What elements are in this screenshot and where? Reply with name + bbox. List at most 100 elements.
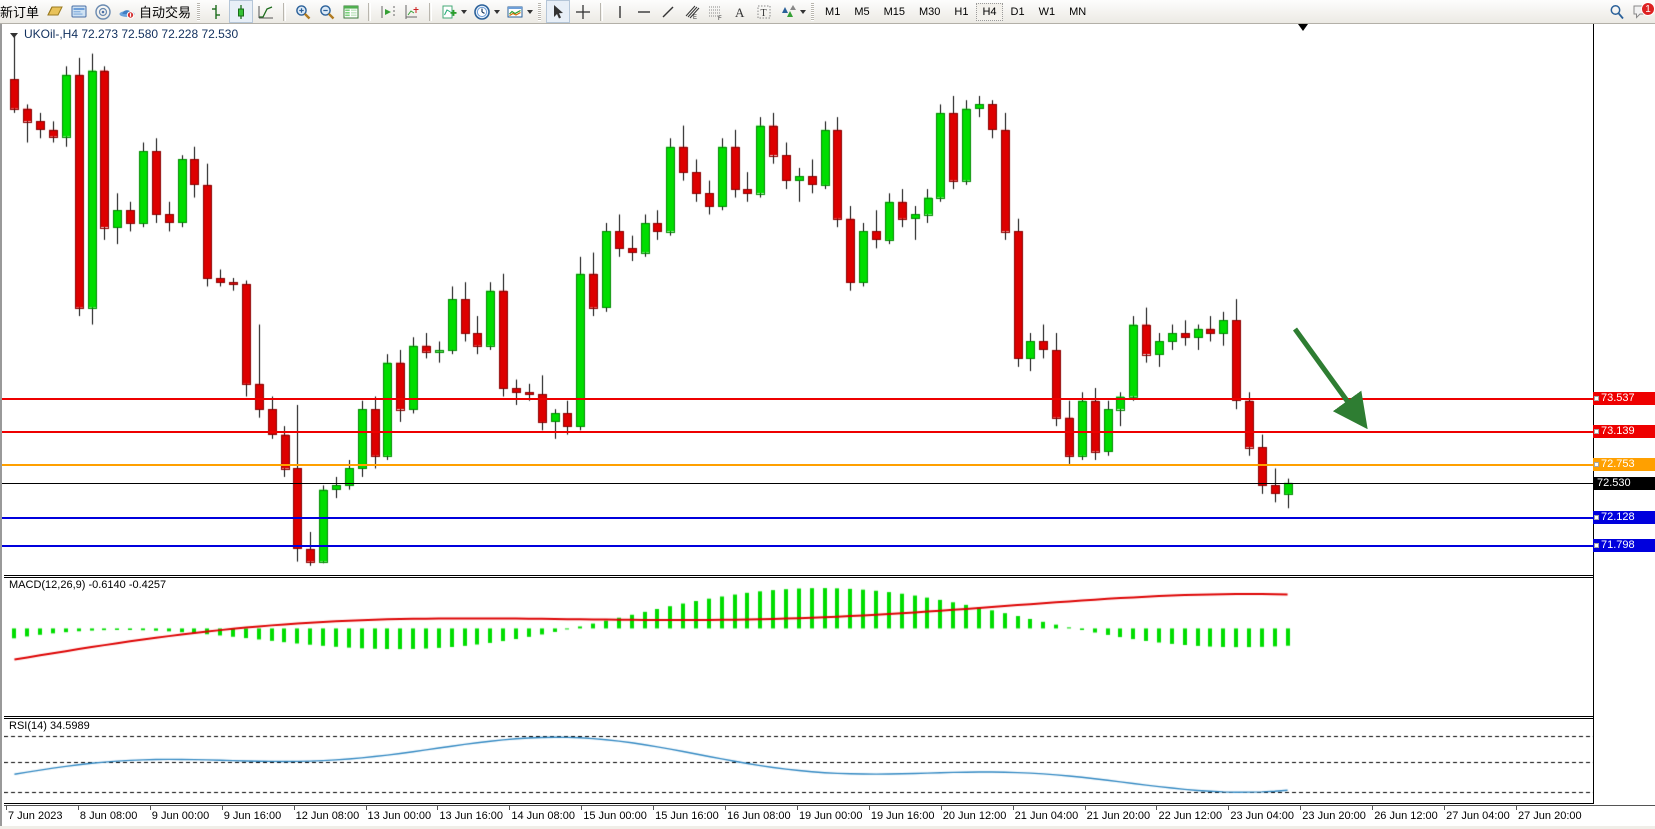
time-tick-mark — [77, 806, 79, 810]
crosshair-icon[interactable] — [572, 1, 594, 22]
notification-badge: 1 — [1641, 1, 1655, 16]
timeframe-h1[interactable]: H1 — [954, 5, 969, 18]
toolbar-grip[interactable] — [197, 2, 201, 21]
new-order-button[interactable]: 新订单 — [0, 5, 40, 20]
level-line-72-128[interactable] — [2, 516, 1595, 519]
level-tag-72-753[interactable]: 72.753 — [1593, 457, 1655, 471]
candlestick-chart-icon[interactable] — [229, 0, 254, 23]
level-line-72-530[interactable] — [2, 482, 1595, 484]
timeframe-m1[interactable]: M1 — [825, 5, 841, 18]
templates-icon[interactable] — [504, 1, 526, 22]
time-tick-mark — [1372, 806, 1374, 810]
chart-title: UKOil-,H4 72.273 72.580 72.228 72.530 — [24, 27, 239, 41]
period-dropdown-caret[interactable] — [494, 9, 501, 14]
time-tick-label: 21 Jun 20:00 — [1086, 810, 1151, 822]
line-chart-icon[interactable] — [255, 1, 277, 22]
zoom-out-icon[interactable] — [316, 1, 338, 22]
navigator-icon[interactable] — [92, 1, 114, 22]
chart-menu-caret-icon[interactable] — [10, 33, 18, 38]
trendline-icon[interactable] — [657, 1, 679, 22]
level-line-71-798[interactable] — [2, 544, 1595, 547]
timeframe-d1[interactable]: D1 — [1010, 5, 1025, 18]
down-arrow-annotation[interactable] — [1287, 319, 1377, 429]
price-axis[interactable]: 77.82077.44077.07076.69076.31075.94075.5… — [1593, 24, 1655, 804]
timeframe-h4[interactable]: H4 — [976, 2, 1003, 21]
timeframe-m30[interactable]: M30 — [919, 5, 941, 18]
level-line-73-537[interactable] — [2, 397, 1595, 400]
fibonacci-icon[interactable]: F — [705, 1, 727, 22]
time-tick-mark — [653, 806, 655, 810]
market-watch-icon[interactable] — [68, 1, 90, 22]
rsi-canvas — [4, 719, 1595, 805]
time-tick-mark — [1012, 806, 1014, 810]
time-tick-label: 13 Jun 16:00 — [439, 810, 504, 822]
time-tick-mark — [581, 806, 583, 810]
macd-label: MACD(12,26,9) -0.6140 -0.4257 — [8, 579, 168, 591]
auto-scroll-icon[interactable] — [377, 1, 399, 22]
time-tick-label: 15 Jun 16:00 — [655, 810, 719, 822]
macd-canvas — [4, 578, 1595, 718]
svg-text:E: E — [693, 15, 697, 21]
autotrading-icon[interactable] — [116, 1, 138, 22]
toolbar-separator-3 — [429, 2, 433, 21]
level-tag-73-139[interactable]: 73.139 — [1593, 425, 1655, 439]
time-tick-mark — [149, 806, 151, 810]
bar-chart-icon[interactable] — [205, 1, 227, 22]
data-window-grid-icon[interactable] — [340, 1, 362, 22]
level-line-73-139[interactable] — [2, 431, 1595, 434]
equidistant-channel-icon[interactable]: E — [681, 1, 703, 22]
horizontal-line-icon[interactable] — [633, 1, 655, 22]
main-toolbar: 新订单 自动交易 — [0, 0, 1655, 24]
time-tick-label: 20 Jun 12:00 — [942, 810, 1007, 822]
time-tick-mark — [437, 806, 439, 810]
search-icon[interactable] — [1606, 1, 1628, 22]
zoom-in-icon[interactable] — [292, 1, 314, 22]
chart-window[interactable]: UKOil-,H4 72.273 72.580 72.228 72.530 MA… — [0, 24, 1655, 829]
timeframe-m15[interactable]: M15 — [883, 5, 905, 18]
time-tick-label: 16 Jun 08:00 — [727, 810, 791, 822]
time-tick-label: 15 Jun 00:00 — [583, 810, 647, 822]
text-icon[interactable]: A — [729, 1, 751, 22]
templates-dropdown-caret[interactable] — [527, 9, 534, 14]
time-tick-label: 19 Jun 16:00 — [870, 810, 935, 822]
indicator-dropdown-caret[interactable] — [461, 9, 468, 14]
time-tick-mark — [293, 806, 295, 810]
level-tag-71-798[interactable]: 71.798 — [1593, 538, 1655, 552]
text-label-icon[interactable]: T — [753, 1, 775, 22]
time-axis[interactable]: 7 Jun 2023 8 Jun 08:00 9 Jun 00:00 9 Jun 16… — [4, 805, 1655, 829]
level-tag-73-537[interactable]: 73.537 — [1593, 391, 1655, 405]
notifications-button[interactable]: 1 — [1629, 1, 1655, 22]
time-tick-label: 23 Jun 20:00 — [1302, 810, 1366, 822]
time-tick-mark — [868, 806, 870, 810]
chart-shift-icon[interactable] — [401, 1, 423, 22]
price-pane[interactable] — [4, 24, 1595, 576]
cursor-icon[interactable] — [546, 0, 571, 23]
timeframe-m5[interactable]: M5 — [854, 5, 870, 18]
level-tag-72-530[interactable]: 72.530 — [1593, 476, 1655, 490]
svg-text:F: F — [718, 16, 722, 21]
level-line-72-753[interactable] — [2, 463, 1595, 466]
toolbar-grip-2[interactable] — [538, 2, 542, 21]
time-tick-label: 9 Jun 16:00 — [223, 810, 282, 822]
add-indicator-icon[interactable] — [438, 1, 460, 22]
chart-top-marker-icon — [1298, 24, 1308, 31]
time-tick-label: 19 Jun 00:00 — [798, 810, 863, 822]
toolbar-grip-3[interactable] — [811, 2, 815, 21]
time-tick-label: 27 Jun 04:00 — [1446, 810, 1510, 822]
level-tag-72-128[interactable]: 72.128 — [1593, 510, 1655, 524]
time-tick-label: 8 Jun 08:00 — [79, 810, 138, 822]
timeframe-mn[interactable]: MN — [1069, 5, 1087, 18]
rsi-pane[interactable]: RSI(14) 34.5989 — [4, 718, 1595, 805]
macd-pane[interactable]: MACD(12,26,9) -0.6140 -0.4257 — [4, 577, 1595, 718]
time-tick-mark — [1084, 806, 1086, 810]
folder-icon[interactable] — [44, 1, 66, 22]
period-clock-icon[interactable] — [471, 1, 493, 22]
vertical-line-icon[interactable] — [609, 1, 631, 22]
timeframe-w1[interactable]: W1 — [1038, 5, 1056, 18]
arrows-shapes-icon[interactable] — [777, 1, 799, 22]
autotrading-button[interactable]: 自动交易 — [139, 5, 192, 20]
time-tick-mark — [1444, 806, 1446, 810]
time-tick-mark — [221, 806, 223, 810]
time-tick-mark — [1516, 806, 1517, 810]
shapes-dropdown-caret[interactable] — [800, 9, 807, 14]
